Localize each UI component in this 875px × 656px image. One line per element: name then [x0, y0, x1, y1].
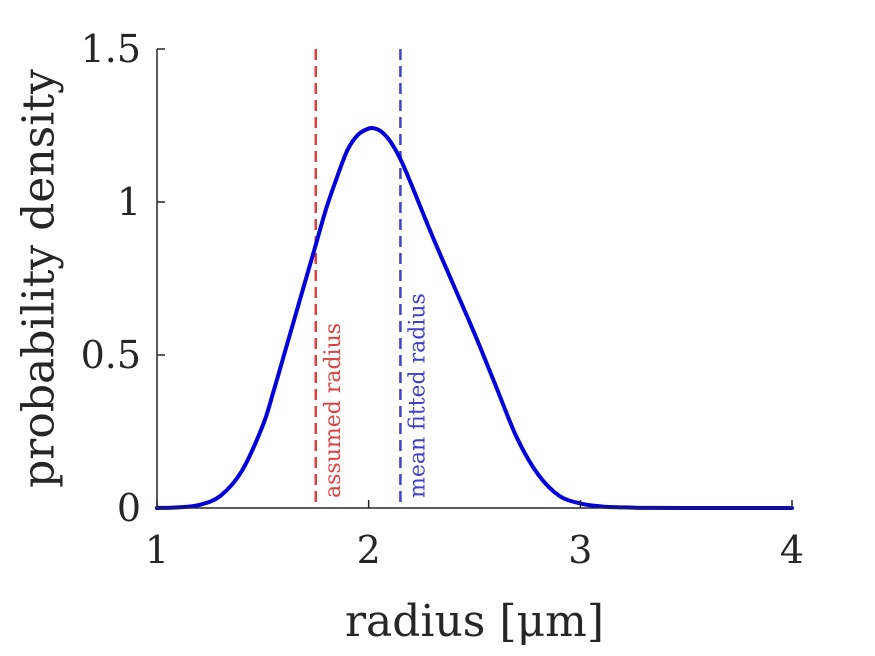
x-tick-label: 3 — [568, 528, 592, 572]
annotation-label: assumed radius — [321, 323, 346, 498]
y-tick-label: 1 — [117, 180, 141, 224]
x-tick-label: 1 — [145, 528, 169, 572]
annotation-label: mean fitted radius — [405, 293, 430, 498]
axes — [156, 49, 792, 509]
y-axis-label: probability density — [14, 69, 65, 488]
y-tick-label: 0 — [117, 486, 141, 530]
y-tick-label: 0.5 — [81, 333, 141, 377]
y-tick-label: 1.5 — [81, 27, 141, 71]
annotation-lines — [314, 49, 402, 508]
x-ticks: 1 2 3 4 — [145, 500, 804, 572]
x-tick-label: 2 — [357, 528, 381, 572]
annotation-labels: assumed radius mean fitted radius — [321, 293, 431, 498]
probability-density-curve — [155, 125, 794, 511]
x-tick-label: 4 — [780, 528, 804, 572]
x-axis-label: radius [μm] — [345, 596, 604, 647]
y-ticks: 0 0.5 1 1.5 — [81, 27, 165, 530]
